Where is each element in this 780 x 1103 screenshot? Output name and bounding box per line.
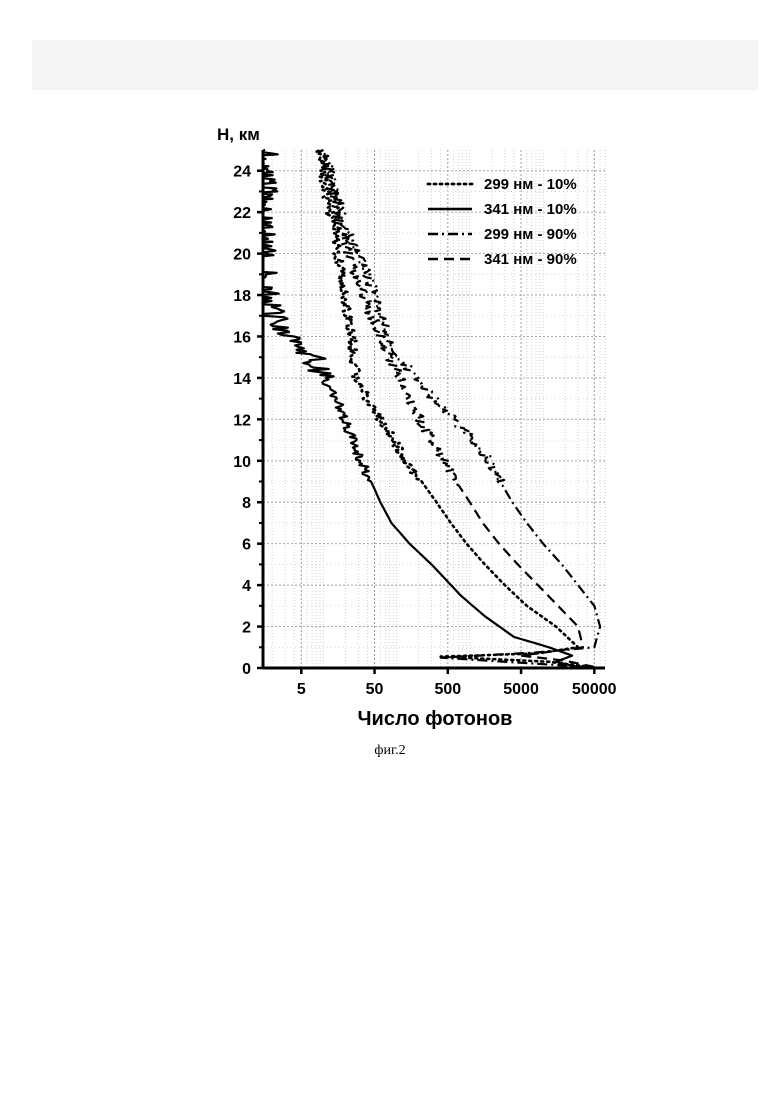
- x-tick-label: 50: [366, 681, 384, 698]
- x-axis-label: Число фотонов: [358, 708, 513, 730]
- y-tick-label: 6: [242, 537, 251, 554]
- y-tick-label: 16: [233, 329, 251, 346]
- x-tick-label: 5000: [503, 681, 539, 698]
- y-tick-label: 8: [242, 495, 251, 512]
- legend: 299 нм - 10% 341 нм - 10% 299 нм - 90% 341 …: [428, 176, 577, 268]
- y-tick-label: 14: [233, 371, 251, 388]
- y-axis-label: H, км: [217, 125, 260, 144]
- legend-label: 299 нм - 10%: [484, 176, 577, 193]
- figure-caption: фиг.2: [0, 743, 780, 759]
- x-tick-label: 500: [434, 681, 461, 698]
- x-tick-label: 50000: [572, 681, 617, 698]
- y-tick-label: 18: [233, 288, 251, 305]
- y-tick-label: 10: [233, 454, 251, 471]
- y-tick-label: 20: [233, 247, 251, 264]
- y-tick-label: 12: [233, 412, 251, 429]
- legend-label: 341 нм - 90%: [484, 251, 577, 268]
- y-tick-label: 4: [242, 578, 251, 595]
- y-tick-label: 22: [233, 205, 251, 222]
- x-tick-label: 5: [297, 681, 306, 698]
- legend-label: 341 нм - 10%: [484, 201, 577, 218]
- legend-label: 299 нм - 90%: [484, 226, 577, 243]
- y-tick-label: 24: [233, 164, 251, 181]
- y-tick-label: 0: [242, 661, 251, 678]
- y-tick-label: 2: [242, 620, 251, 637]
